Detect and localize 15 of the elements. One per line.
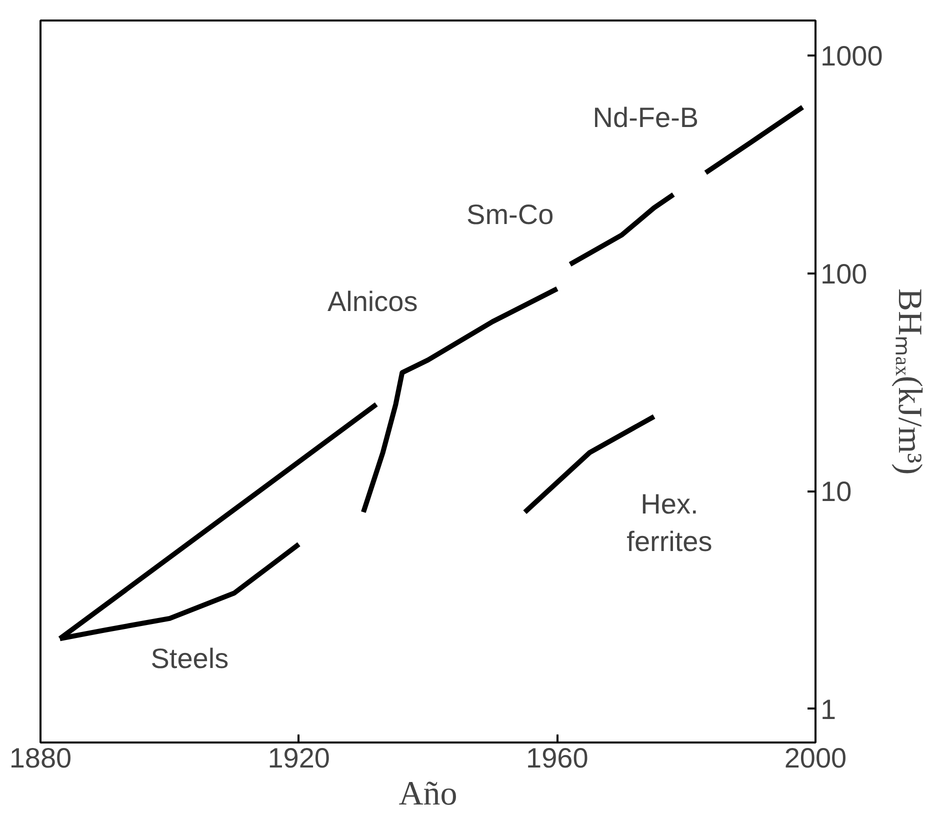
series-label: Steels — [150, 642, 229, 674]
x-tick-label: 1880 — [9, 742, 72, 774]
x-axis-title: Año — [398, 776, 458, 812]
y-tick-label: 1000 — [820, 40, 883, 72]
y-axis-title: BHₘₐₓ(kJ/m³) — [890, 288, 928, 475]
x-tick-label: 1920 — [268, 742, 330, 774]
series-label: Hex. ferrites — [626, 488, 712, 557]
x-tick-label: 2000 — [784, 742, 847, 774]
series-label: Sm-Co — [466, 198, 554, 230]
series-label: Nd-Fe-B — [592, 102, 699, 134]
y-tick-label: 10 — [820, 476, 852, 508]
y-tick-label: 1 — [820, 694, 836, 725]
series-label: Alnicos — [327, 286, 418, 318]
x-tick-label: 1960 — [526, 742, 588, 774]
y-tick-label: 100 — [820, 258, 868, 290]
